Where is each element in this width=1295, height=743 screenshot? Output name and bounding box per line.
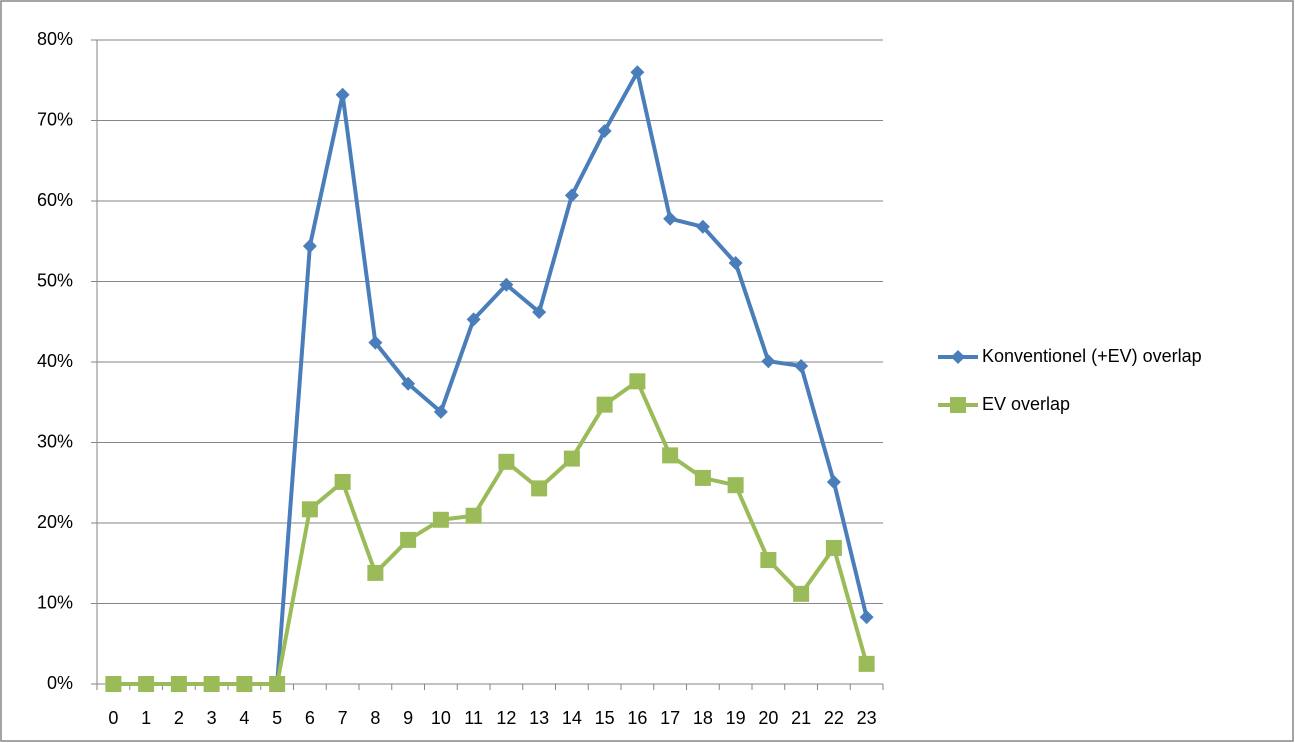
data-point	[826, 474, 841, 489]
data-point	[138, 676, 155, 692]
data-point	[433, 404, 448, 419]
x-tick-label: 16	[627, 708, 647, 728]
data-point	[466, 312, 481, 327]
x-tick-label: 22	[824, 708, 844, 728]
data-point	[663, 211, 678, 226]
data-point	[334, 473, 351, 490]
data-point	[597, 123, 612, 138]
x-tick-label: 18	[693, 708, 713, 728]
data-point	[105, 676, 122, 692]
data-point	[564, 188, 579, 203]
x-tick-label: 15	[595, 708, 615, 728]
data-point	[335, 87, 350, 102]
x-tick-label: 12	[496, 708, 516, 728]
y-tick-label: 10%	[37, 592, 73, 612]
data-point	[465, 507, 482, 524]
data-point	[432, 511, 449, 528]
data-point	[728, 255, 743, 270]
data-point	[563, 450, 580, 467]
data-point	[532, 305, 547, 320]
x-tick-label: 2	[174, 708, 184, 728]
x-tick-label: 14	[562, 708, 582, 728]
x-tick-label: 23	[857, 708, 877, 728]
x-tick-label: 4	[239, 708, 249, 728]
y-tick-label: 40%	[37, 351, 73, 371]
data-point	[531, 480, 548, 497]
x-tick-label: 9	[403, 708, 413, 728]
data-point	[858, 655, 875, 672]
data-point	[269, 676, 286, 692]
data-point	[761, 354, 776, 369]
y-tick-label: 20%	[37, 512, 73, 532]
y-tick-label: 70%	[37, 109, 73, 129]
y-tick-label: 60%	[37, 190, 73, 210]
data-point	[825, 539, 842, 556]
data-point	[400, 531, 417, 548]
x-tick-label: 8	[370, 708, 380, 728]
data-point	[695, 219, 710, 234]
x-tick-label: 20	[758, 708, 778, 728]
data-point	[498, 453, 515, 470]
y-tick-label: 30%	[37, 431, 73, 451]
data-point	[727, 477, 744, 494]
data-point	[301, 501, 318, 518]
legend-label: Konventionel (+EV) overlap	[982, 346, 1202, 366]
x-tick-label: 6	[305, 708, 315, 728]
x-tick-label: 21	[791, 708, 811, 728]
x-tick-label: 0	[108, 708, 118, 728]
data-point	[760, 552, 777, 569]
data-point	[368, 335, 383, 350]
y-tick-label: 50%	[37, 270, 73, 290]
data-point	[596, 396, 613, 413]
x-tick-label: 11	[464, 708, 483, 728]
data-point	[694, 469, 711, 486]
x-tick-label: 3	[207, 708, 217, 728]
x-tick-label: 19	[726, 708, 746, 728]
x-tick-label: 10	[431, 708, 451, 728]
x-tick-label: 7	[338, 708, 348, 728]
x-tick-label: 13	[529, 708, 549, 728]
x-tick-label: 17	[660, 708, 680, 728]
y-tick-label: 0%	[47, 673, 73, 693]
x-tick-label: 1	[141, 708, 151, 728]
data-point	[203, 676, 220, 692]
data-point	[793, 585, 810, 602]
data-point	[859, 610, 874, 625]
data-point	[401, 376, 416, 391]
data-point	[794, 359, 809, 374]
legend-marker	[950, 397, 966, 413]
legend-marker	[951, 350, 965, 364]
data-point	[302, 239, 317, 254]
data-point	[629, 373, 646, 390]
data-point	[499, 277, 514, 292]
legend-label: EV overlap	[982, 394, 1070, 414]
x-tick-label: 5	[272, 708, 282, 728]
data-point	[170, 676, 187, 692]
data-point	[367, 564, 384, 581]
data-point	[630, 65, 645, 80]
data-point	[236, 676, 253, 692]
data-point	[662, 447, 679, 464]
y-tick-label: 80%	[37, 29, 73, 49]
